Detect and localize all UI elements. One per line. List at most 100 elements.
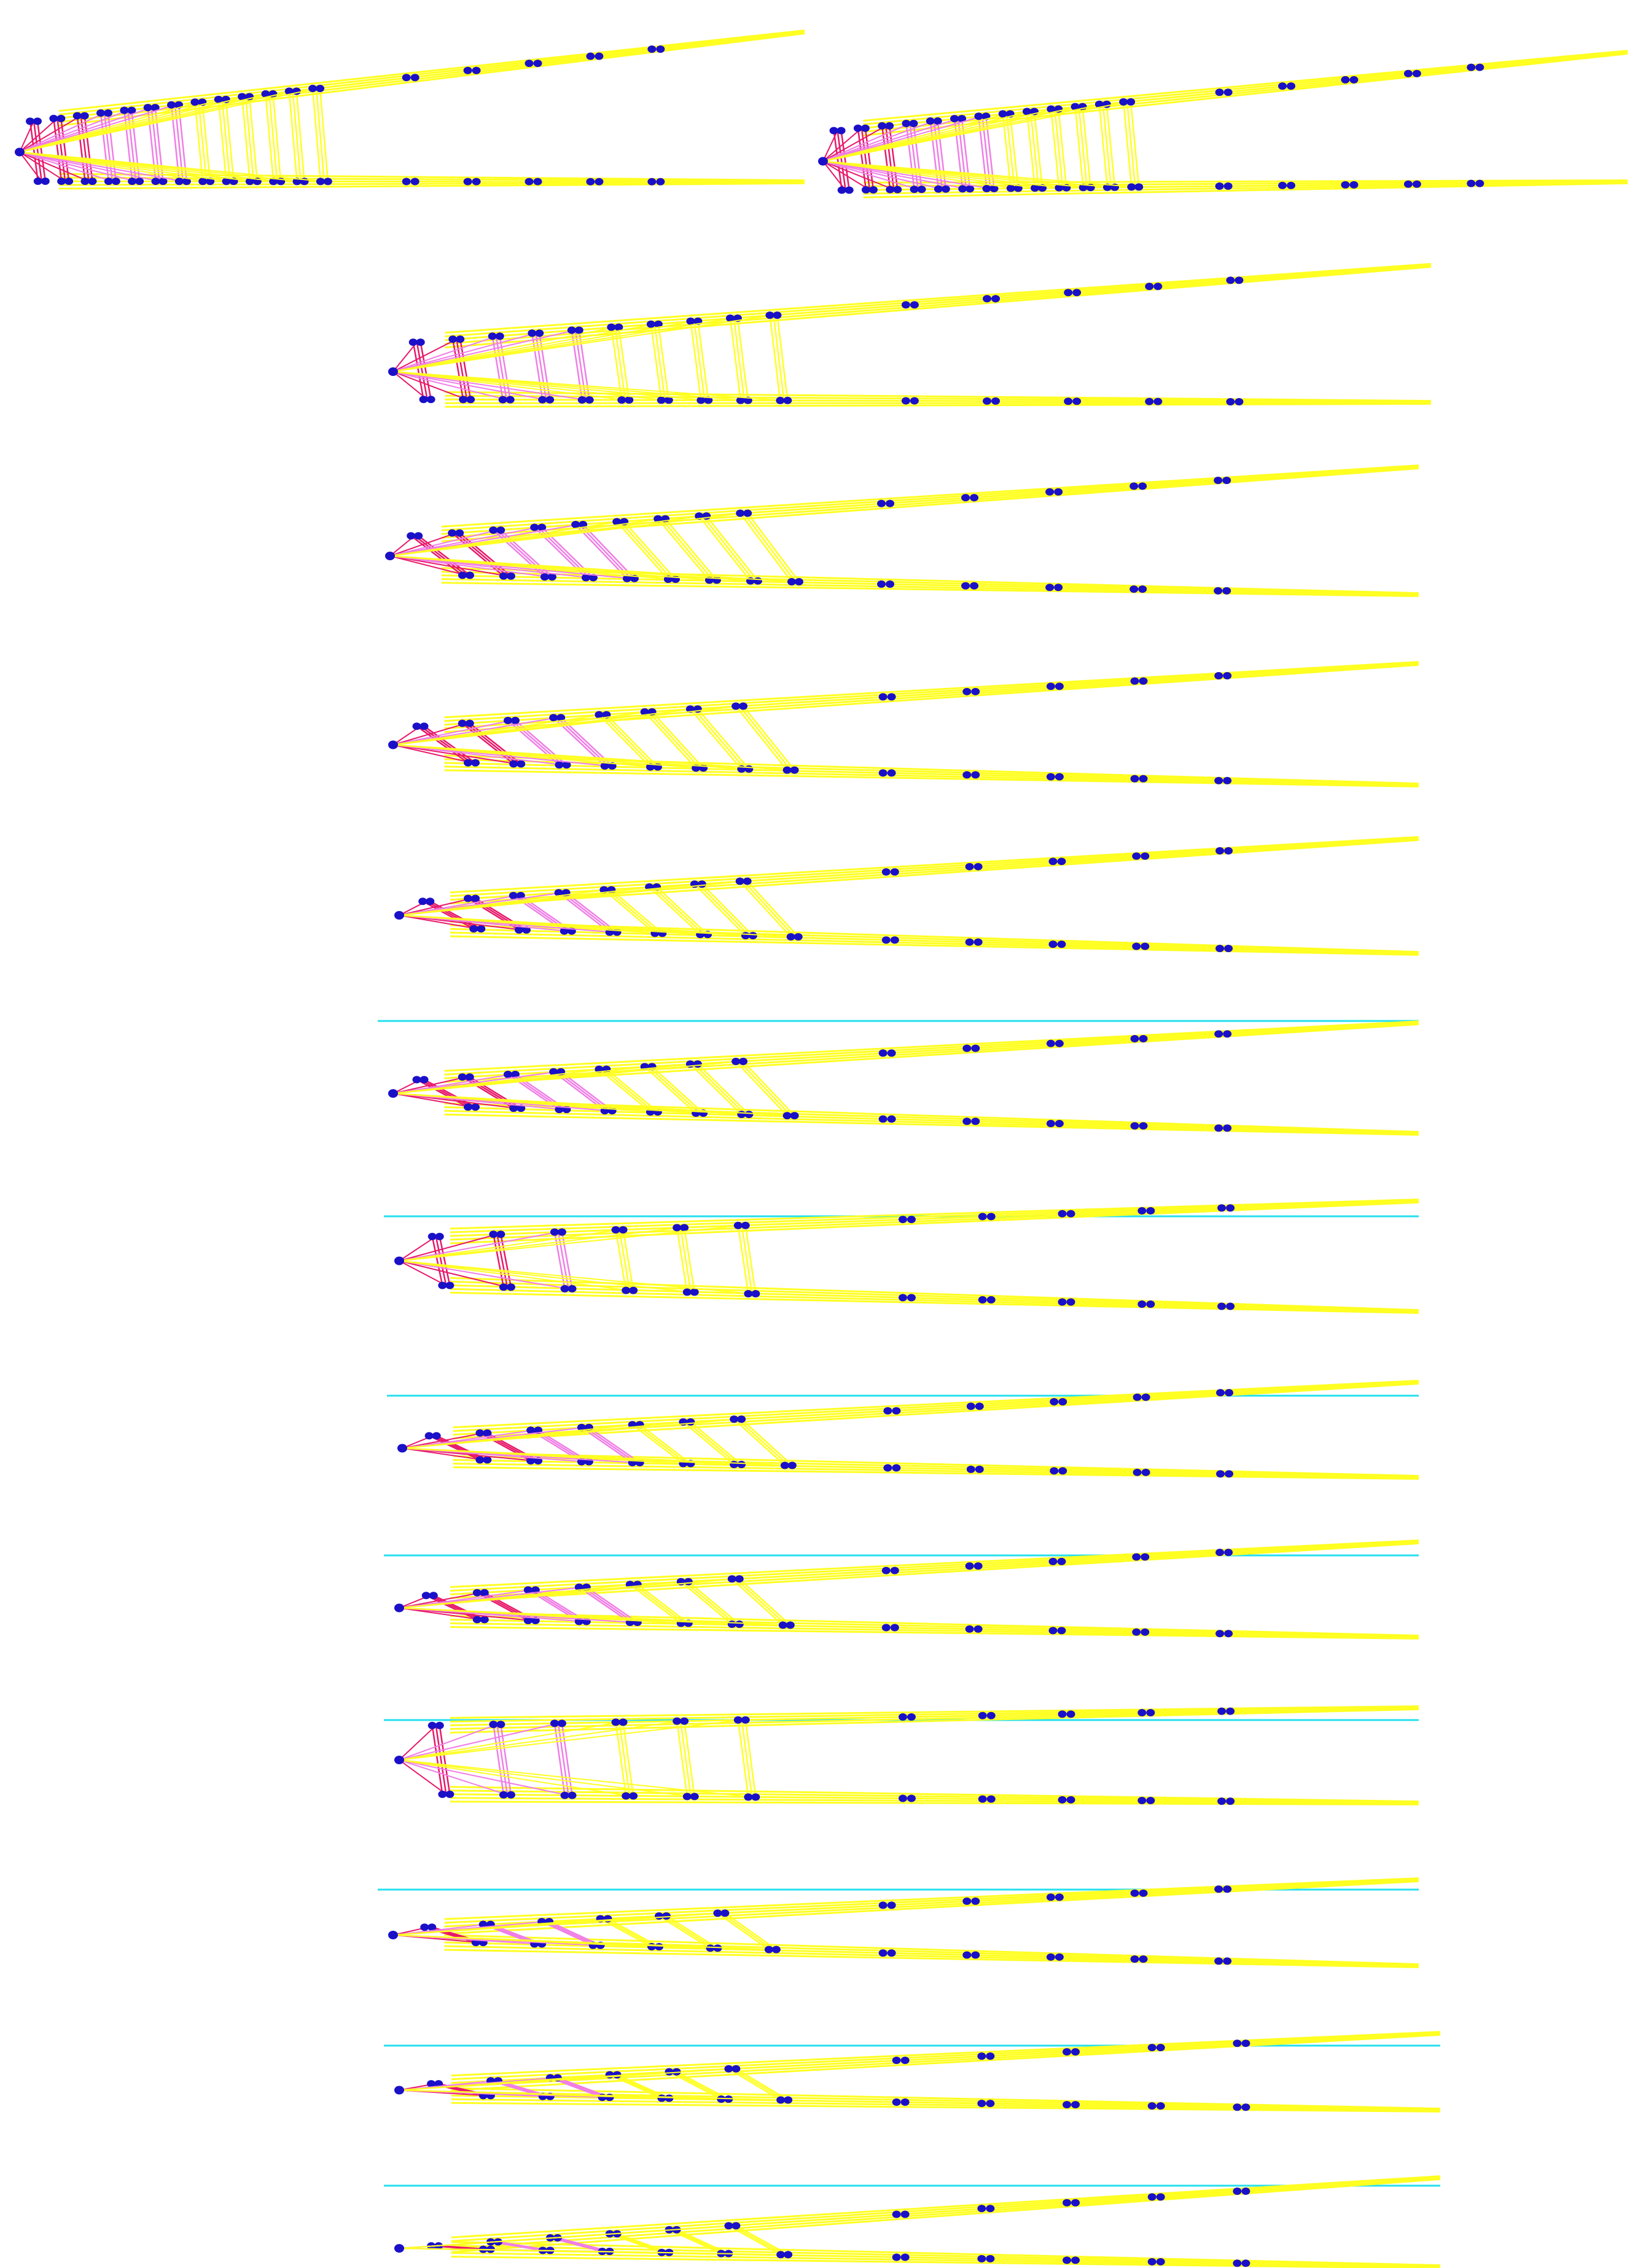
strut-line: [633, 1584, 685, 1624]
node-dot-icon: [15, 147, 25, 157]
node-dot-icon: [1412, 180, 1421, 188]
strut-line: [693, 708, 746, 770]
upper-chord-line: [450, 1705, 1419, 1719]
node-dot-icon: [1046, 682, 1055, 690]
node-dot-icon: [540, 573, 549, 581]
strut-line: [690, 1421, 742, 1465]
fan-line: [19, 151, 42, 182]
node-dot-icon: [577, 396, 587, 404]
strut-line: [496, 1724, 509, 1795]
node-dot-icon: [1047, 105, 1056, 113]
strut-line: [1126, 101, 1136, 187]
strut-line: [33, 121, 43, 182]
strut-line: [1074, 106, 1084, 188]
strut-line: [1054, 109, 1064, 188]
node-dot-icon: [523, 1586, 532, 1594]
node-dot-icon: [743, 877, 752, 885]
strut-line: [500, 1234, 512, 1288]
node-dot-icon: [735, 1575, 744, 1583]
lower-chord-line: [445, 398, 1432, 404]
node-dot-icon: [986, 1711, 996, 1719]
strut-line: [585, 1426, 637, 1464]
node-dot-icon: [526, 1426, 536, 1434]
node-dot-icon: [151, 178, 160, 186]
node-dot-icon: [962, 687, 972, 695]
upper-chord-line: [450, 1706, 1419, 1723]
node-dot-icon: [1058, 1398, 1067, 1406]
node-dot-icon: [654, 1912, 663, 1920]
fan-line: [392, 744, 518, 765]
node-dot-icon: [933, 117, 942, 125]
fan-line: [392, 1912, 722, 1936]
node-dot-icon: [934, 185, 943, 193]
upper-chord-line: [863, 50, 1628, 122]
strut-line: [731, 1578, 784, 1626]
node-dot-icon: [1055, 1953, 1064, 1961]
node-dot-icon: [182, 178, 191, 186]
strut-line: [676, 2071, 729, 2100]
strut-line: [724, 1912, 777, 1950]
node-dot-icon: [1046, 1120, 1055, 1128]
node-dot-icon: [878, 693, 887, 701]
node-dot-icon: [1134, 183, 1144, 191]
node-dot-icon: [464, 1103, 473, 1111]
node-dot-icon: [33, 117, 42, 125]
strut-line: [666, 1915, 719, 1949]
upper-chord-line: [450, 1200, 1419, 1241]
strut-line: [416, 1079, 469, 1108]
node-dot-icon: [1055, 682, 1064, 690]
fan-line: [392, 342, 418, 372]
node-dot-icon: [731, 2065, 741, 2073]
strut-line: [746, 880, 799, 937]
node-dot-icon: [111, 178, 120, 186]
node-dot-icon: [1066, 1298, 1075, 1306]
node-dot-icon: [784, 2096, 793, 2104]
node-dot-icon: [682, 1288, 692, 1296]
node-dot-icon: [557, 1719, 566, 1727]
lower-chord-line: [450, 1291, 1419, 1314]
strut-line: [733, 318, 746, 401]
node-dot-icon: [261, 90, 270, 98]
fan-line: [822, 130, 838, 162]
node-dot-icon: [686, 317, 695, 325]
lower-chord-line: [58, 182, 805, 190]
strut-line: [665, 518, 717, 581]
upper-chord-line: [441, 465, 1419, 531]
node-dot-icon: [704, 396, 713, 404]
node-dot-icon: [1223, 776, 1232, 784]
node-dot-icon: [562, 761, 571, 769]
strut-line: [635, 1424, 688, 1464]
node-dot-icon: [435, 1232, 444, 1240]
strut-line: [881, 125, 891, 190]
fan-line: [392, 371, 784, 401]
node-dot-icon: [697, 880, 706, 888]
node-dot-icon: [128, 178, 137, 186]
node-dot-icon: [1278, 82, 1287, 90]
node-dot-icon: [892, 1407, 901, 1415]
node-dot-icon: [724, 2065, 733, 2073]
node-dot-icon: [673, 1717, 682, 1725]
frame-5: [388, 661, 1419, 788]
node-dot-icon: [600, 762, 609, 770]
strut-line: [598, 1068, 651, 1113]
node-dot-icon: [385, 552, 395, 560]
strut-line: [1033, 111, 1043, 189]
lower-chord-line: [450, 1288, 1419, 1313]
strut-line: [560, 1071, 613, 1112]
node-dot-icon: [547, 573, 556, 581]
node-dot-icon: [962, 1044, 972, 1052]
fan-line: [19, 107, 152, 153]
node-dot-icon: [419, 722, 429, 730]
fan-line: [399, 2089, 785, 2101]
node-dot-icon: [974, 112, 983, 120]
node-dot-icon: [1133, 1393, 1142, 1401]
fan-line: [392, 719, 512, 746]
strut-line: [736, 318, 749, 401]
lower-chord-line: [450, 1280, 1419, 1312]
fan-line: [399, 2225, 733, 2249]
strut-line: [693, 321, 706, 401]
node-dot-icon: [421, 1592, 431, 1600]
fan-line: [822, 160, 943, 190]
node-dot-icon: [612, 518, 622, 526]
node-dot-icon: [829, 127, 838, 135]
